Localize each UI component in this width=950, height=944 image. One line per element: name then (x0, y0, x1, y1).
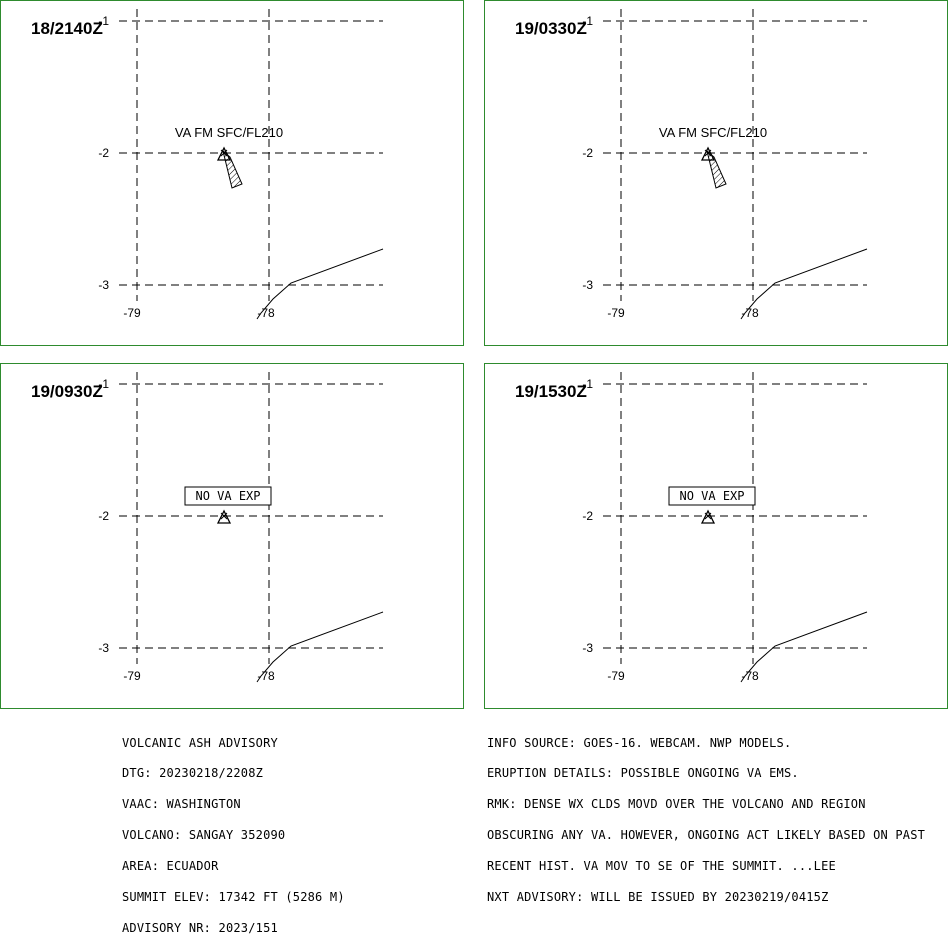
latitude-label: -3 (98, 278, 109, 292)
panel-time: 19/0930Z (31, 382, 103, 401)
va-label: VA FM SFC/FL210 (175, 125, 283, 140)
advisory-line: VAAC: WASHINGTON (122, 797, 241, 812)
map-svg: -1 -2 -3 -79 -78 NO VA EXP (582, 372, 868, 683)
map-panel: -1 -2 -3 -79 -78 NO VA EXP 19/0930Z (0, 363, 464, 709)
advisory-line: VOLCANO: SANGAY 352090 (122, 828, 286, 843)
va-label: VA FM SFC/FL210 (659, 125, 767, 140)
advisory-line: SUMMIT ELEV: 17342 FT (5286 M) (122, 890, 345, 905)
advisory-line: DTG: 20230218/2208Z (122, 766, 264, 781)
panel-time: 19/0330Z (515, 19, 587, 38)
latitude-label: -3 (582, 278, 593, 292)
advisory-line: NXT ADVISORY: WILL BE ISSUED BY 20230219… (487, 890, 829, 905)
longitude-label: -78 (741, 669, 759, 683)
longitude-label: -79 (123, 306, 141, 320)
coastline (740, 611, 868, 683)
coastline (256, 248, 384, 320)
latitude-label: -2 (582, 509, 593, 523)
map-svg: -1 -2 -3 -79 -78 VA FM SFC/FL210 (98, 9, 384, 320)
latitude-label: -1 (98, 14, 109, 28)
ash-cloud-area (222, 149, 243, 189)
panel-time: 19/1530Z (515, 382, 587, 401)
longitude-label: -78 (257, 306, 275, 320)
advisory-line: OBSCURING ANY VA. HOWEVER, ONGOING ACT L… (487, 828, 926, 843)
coastline (740, 248, 868, 320)
volcano-icon-mark (704, 512, 712, 520)
va-label: NO VA EXP (195, 489, 260, 503)
coastline (256, 611, 384, 683)
advisory-line: RMK: DENSE WX CLDS MOVD OVER THE VOLCANO… (487, 797, 866, 812)
map-panel: -1 -2 -3 -79 -78 VA FM SFC/FL210 18/2140Z (0, 0, 464, 346)
latitude-label: -2 (98, 509, 109, 523)
map-panel: -1 -2 -3 -79 -78 VA FM SFC/FL210 19/0330Z (484, 0, 948, 346)
volcano-icon-mark (220, 512, 228, 520)
latitude-label: -2 (98, 146, 109, 160)
longitude-label: -79 (607, 306, 625, 320)
latitude-label: -1 (582, 377, 593, 391)
map-panel: -1 -2 -3 -79 -78 NO VA EXP 19/1530Z (484, 363, 948, 709)
latitude-label: -1 (582, 14, 593, 28)
latitude-label: -2 (582, 146, 593, 160)
volcano-icon (700, 509, 716, 524)
volcano-icon (216, 509, 232, 524)
advisory-line: AREA: ECUADOR (122, 859, 219, 874)
label-box (184, 486, 272, 506)
longitude-label: -79 (123, 669, 141, 683)
longitude-label: -78 (257, 669, 275, 683)
advisory-line: ADVISORY NR: 2023/151 (122, 920, 278, 935)
advisory-text-right: INFO SOURCE: GOES-16. WEBCAM. NWP MODELS… (487, 717, 925, 913)
advisory-text-left: VOLCANIC ASH ADVISORY DTG: 20230218/2208… (122, 717, 345, 944)
map-svg: -1 -2 -3 -79 -78 VA FM SFC/FL210 (582, 9, 868, 320)
longitude-label: -78 (741, 306, 759, 320)
advisory-line: VOLCANIC ASH ADVISORY (122, 735, 278, 750)
advisory-line: RECENT HIST. VA MOV TO SE OF THE SUMMIT.… (487, 859, 836, 874)
latitude-label: -3 (98, 641, 109, 655)
map-svg: -1 -2 -3 -79 -78 NO VA EXP (98, 372, 384, 683)
ash-cloud-area (706, 149, 727, 189)
label-box (668, 486, 756, 506)
va-label: NO VA EXP (679, 489, 744, 503)
advisory-line: ERUPTION DETAILS: POSSIBLE ONGOING VA EM… (487, 766, 799, 781)
panel-time: 18/2140Z (31, 19, 103, 38)
longitude-label: -79 (607, 669, 625, 683)
latitude-label: -3 (582, 641, 593, 655)
latitude-label: -1 (98, 377, 109, 391)
advisory-line: INFO SOURCE: GOES-16. WEBCAM. NWP MODELS… (487, 735, 792, 750)
